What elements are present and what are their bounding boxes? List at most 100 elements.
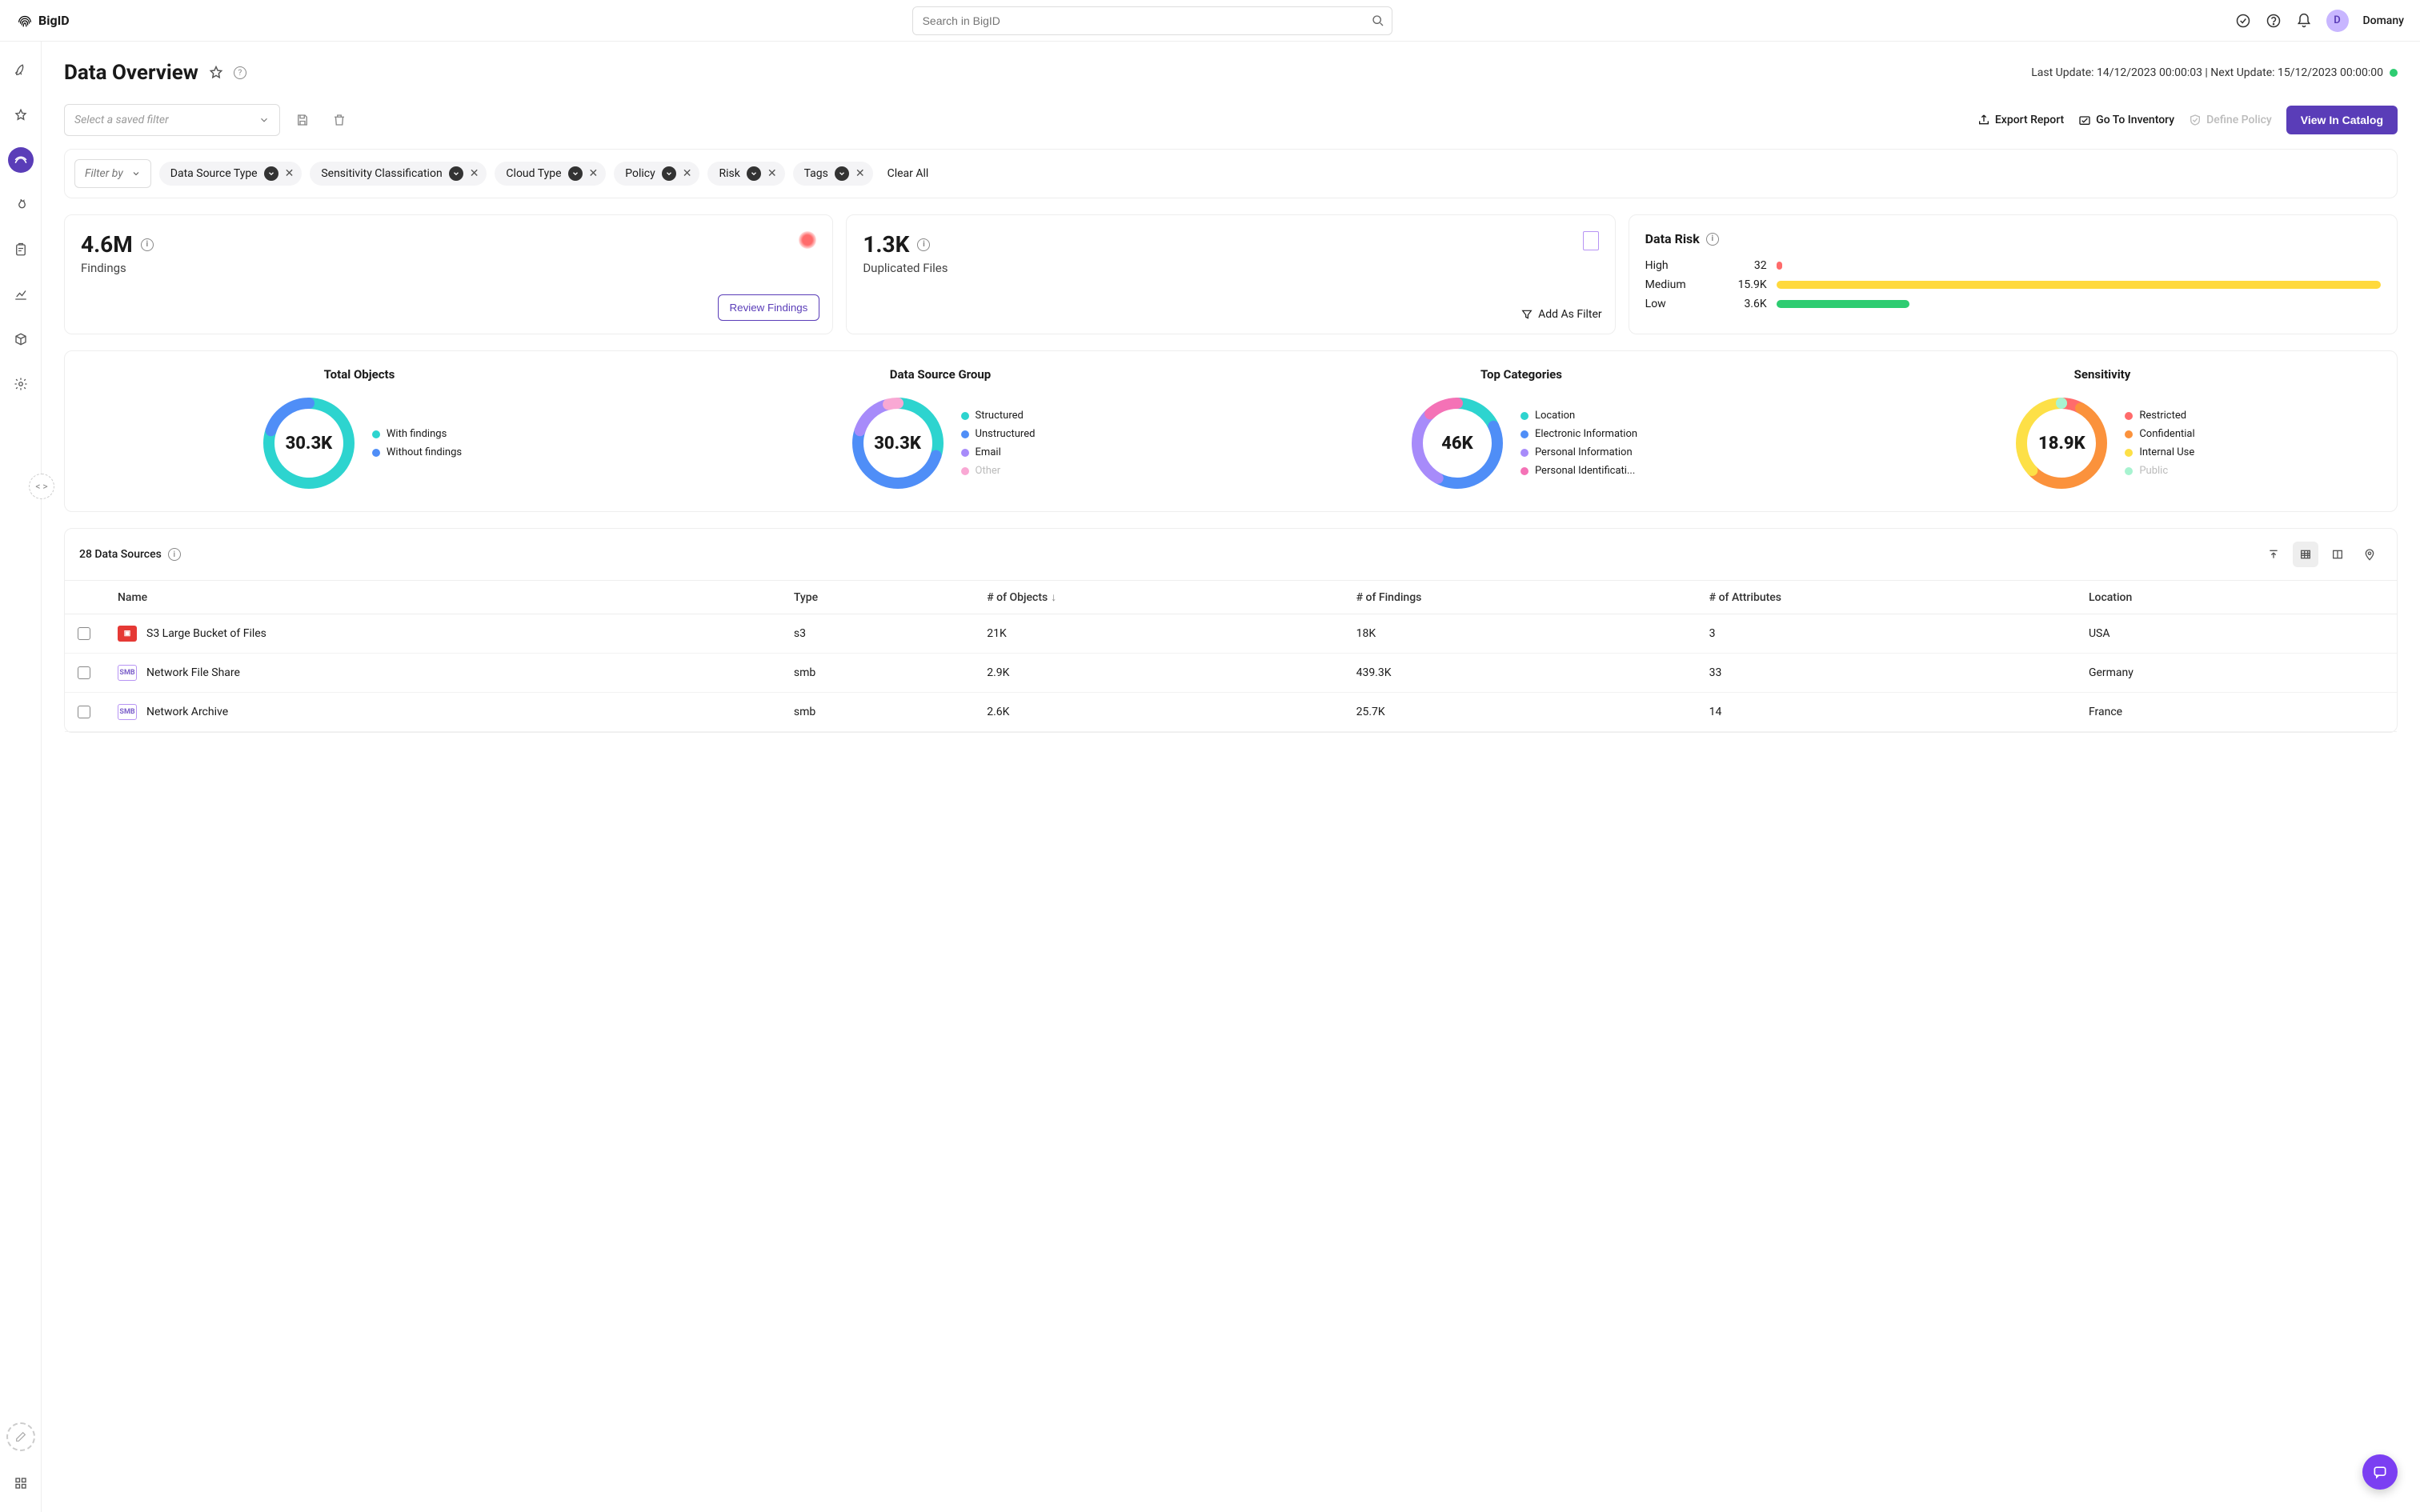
chevron-down-icon[interactable] [747,166,761,181]
chevron-down-icon[interactable] [449,166,463,181]
chart-title: Total Objects [324,367,395,382]
legend-item[interactable]: Personal Identificati... [1521,465,1637,477]
legend-item[interactable]: Personal Information [1521,446,1637,458]
legend-item[interactable]: Confidential [2125,428,2194,440]
remove-chip-icon[interactable]: ✕ [767,167,777,180]
remove-chip-icon[interactable]: ✕ [470,167,479,180]
table-row[interactable]: SMBNetwork File Sharesmb2.9K439.3K33Germ… [65,654,2397,693]
filter-chip[interactable]: Data Source Type✕ [159,162,302,186]
filter-chip[interactable]: Sensitivity Classification ✕ [310,162,487,186]
risk-label: High [1645,259,1709,272]
legend-item[interactable]: Email [961,446,1036,458]
table-header[interactable]: Location [2076,581,2349,614]
remove-chip-icon[interactable]: ✕ [683,167,692,180]
export-report-button[interactable]: Export Report [1977,114,2064,126]
legend-dot-icon [961,430,969,438]
add-as-filter-button[interactable]: Add As Filter [1521,308,1602,321]
view-in-catalog-button[interactable]: View In Catalog [2286,106,2398,134]
table-row[interactable]: ▣S3 Large Bucket of Filess321K18K3USA [65,614,2397,654]
filter-icon [1521,308,1533,321]
remove-chip-icon[interactable]: ✕ [589,167,599,180]
row-checkbox[interactable] [78,706,90,718]
ds-objects: 2.6K [974,693,1343,732]
nav-grid-icon[interactable] [8,1470,34,1496]
legend-label: Structured [976,410,1024,422]
clear-all-filters[interactable]: Clear All [887,167,929,180]
legend-item[interactable]: Without findings [372,446,462,458]
filter-chip[interactable]: Risk✕ [707,162,784,186]
nav-rocket-icon[interactable] [8,58,34,83]
bell-icon[interactable] [2296,13,2312,29]
legend-item[interactable]: Unstructured [961,428,1036,440]
legend-item[interactable]: Internal Use [2125,446,2194,458]
nav-overview-icon[interactable] [8,147,34,173]
smb-icon: SMB [118,704,137,720]
nav-gear-icon[interactable] [8,371,34,397]
page-help-icon[interactable]: ? [234,66,246,79]
chevron-down-icon[interactable] [835,166,849,181]
data-risk-card: Data Riski High32Medium15.9KLow3.6K [1629,214,2398,334]
map-view-icon[interactable] [2357,542,2382,567]
chevron-down-icon[interactable] [662,166,676,181]
split-view-icon[interactable] [2325,542,2350,567]
nav-cube-icon[interactable] [8,326,34,352]
nav-star-icon[interactable] [8,102,34,128]
filter-chip[interactable]: Policy✕ [614,162,699,186]
row-checkbox[interactable] [78,627,90,640]
remove-chip-icon[interactable]: ✕ [285,167,294,180]
table-row[interactable]: SMBNetwork Archivesmb2.6K25.7K14France [65,693,2397,732]
go-to-inventory-button[interactable]: Go To Inventory [2078,114,2174,126]
check-circle-icon[interactable] [2235,13,2251,29]
table-header[interactable]: Type [781,581,974,614]
saved-filter-select[interactable]: Select a saved filter [64,104,280,136]
save-filter-icon[interactable] [288,106,317,134]
search-icon[interactable] [1372,14,1384,27]
chart-cell: Data Source Group30.3KStructuredUnstruct… [654,367,1227,495]
table-header[interactable]: # of Findings [1344,581,1697,614]
chart-center-value: 30.3K [257,391,361,495]
legend-item[interactable]: Public [2125,465,2194,477]
smb-icon: SMB [118,665,137,681]
legend-label: Personal Information [1535,446,1633,458]
ds-findings: 25.7K [1344,693,1697,732]
avatar[interactable]: D [2326,10,2349,32]
nav-edit-icon[interactable] [6,1422,35,1451]
chevron-down-icon[interactable] [568,166,583,181]
update-timestamp: Last Update: 14/12/2023 00:00:03 | Next … [2031,66,2383,79]
info-icon[interactable]: i [141,238,154,251]
help-icon[interactable] [2266,13,2282,29]
info-icon[interactable]: i [917,238,930,251]
username[interactable]: Domany [2363,14,2404,27]
nav-flame-icon[interactable] [8,192,34,218]
legend-item[interactable]: Electronic Information [1521,428,1637,440]
legend-item[interactable]: Other [961,465,1036,477]
legend-item[interactable]: With findings [372,428,462,440]
favorite-star-icon[interactable] [208,65,224,81]
info-icon[interactable]: i [168,548,181,561]
remove-chip-icon[interactable]: ✕ [855,167,865,180]
filter-by-dropdown[interactable]: Filter by [74,159,151,188]
help-fab[interactable] [2362,1454,2398,1490]
delete-filter-icon[interactable] [325,106,354,134]
table-header[interactable]: # of Attributes [1697,581,2076,614]
table-header[interactable]: # of Objects↓ [974,581,1343,614]
filter-chip[interactable]: Tags✕ [793,162,873,186]
page-title: Data Overview [64,61,198,85]
nav-clipboard-icon[interactable] [8,237,34,262]
search-input[interactable] [912,6,1392,35]
legend-item[interactable]: Restricted [2125,410,2194,422]
review-findings-button[interactable]: Review Findings [718,294,820,321]
nav-chart-icon[interactable] [8,282,34,307]
collapse-up-icon[interactable] [2261,542,2286,567]
chip-label: Sensitivity Classification [321,167,442,180]
legend-item[interactable]: Location [1521,410,1637,422]
info-icon[interactable]: i [1706,233,1719,246]
filter-chip[interactable]: Cloud Type✕ [495,162,606,186]
table-header[interactable]: Name [105,581,781,614]
row-checkbox[interactable] [78,666,90,679]
chevron-down-icon[interactable] [264,166,278,181]
brand-logo[interactable]: BigID [16,12,70,30]
sidebar-collapse-toggle[interactable]: < > [29,474,54,499]
legend-item[interactable]: Structured [961,410,1036,422]
table-view-icon[interactable] [2293,542,2318,567]
